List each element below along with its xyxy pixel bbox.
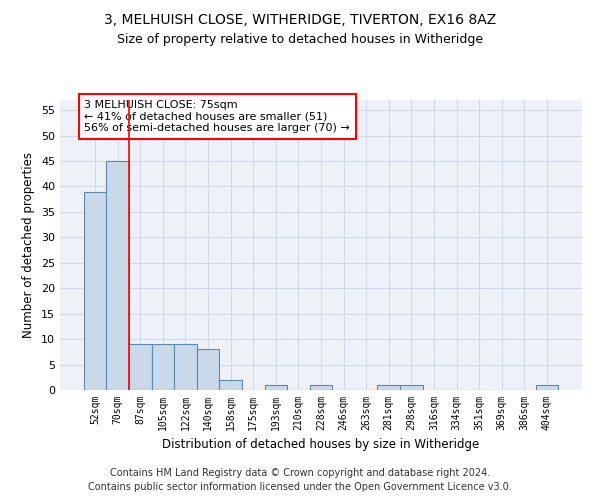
Bar [129,344,152,390]
Bar [377,385,400,390]
Y-axis label: Number of detached properties: Number of detached properties [22,152,35,338]
Bar [106,161,129,390]
Bar [197,350,220,390]
Text: 3, MELHUISH CLOSE, WITHERIDGE, TIVERTON, EX16 8AZ: 3, MELHUISH CLOSE, WITHERIDGE, TIVERTON,… [104,12,496,26]
Bar [265,385,287,390]
Bar [536,385,558,390]
Bar [310,385,332,390]
Text: Contains HM Land Registry data © Crown copyright and database right 2024.
Contai: Contains HM Land Registry data © Crown c… [88,468,512,492]
Bar [174,344,197,390]
Bar [220,380,242,390]
Bar [400,385,422,390]
Text: 3 MELHUISH CLOSE: 75sqm
← 41% of detached houses are smaller (51)
56% of semi-de: 3 MELHUISH CLOSE: 75sqm ← 41% of detache… [85,100,350,133]
Text: Size of property relative to detached houses in Witheridge: Size of property relative to detached ho… [117,32,483,46]
X-axis label: Distribution of detached houses by size in Witheridge: Distribution of detached houses by size … [163,438,479,452]
Bar [152,344,174,390]
Bar [84,192,106,390]
